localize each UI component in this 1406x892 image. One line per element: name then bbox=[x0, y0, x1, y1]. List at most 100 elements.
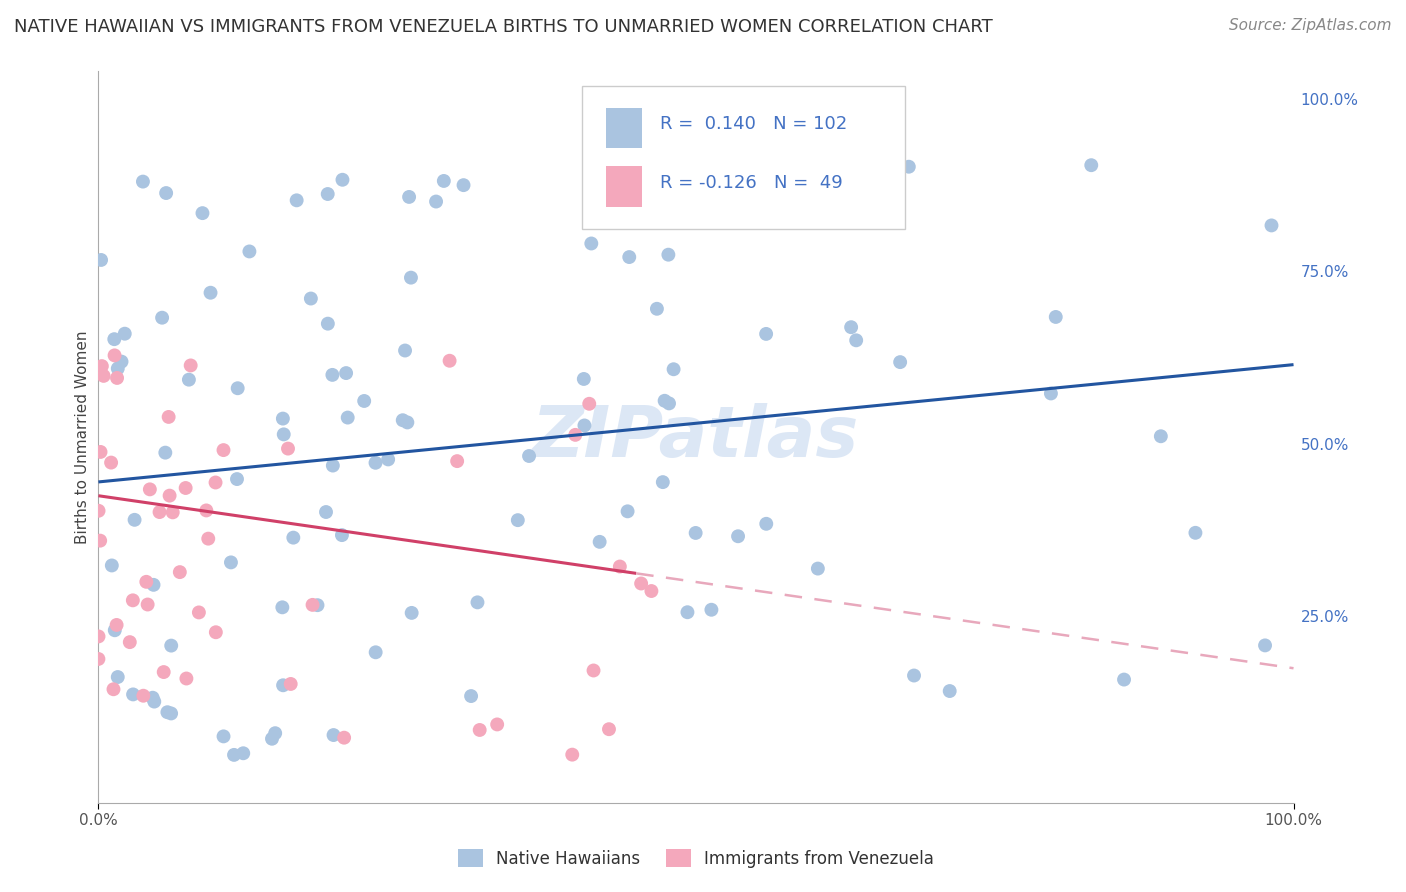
Point bbox=[142, 578, 165, 592]
Point bbox=[658, 396, 681, 410]
Point bbox=[506, 513, 529, 527]
Point bbox=[174, 481, 197, 495]
Point bbox=[177, 373, 200, 387]
Point bbox=[839, 320, 862, 334]
Point bbox=[271, 600, 294, 615]
Point bbox=[105, 618, 128, 632]
Point bbox=[135, 574, 157, 589]
Point bbox=[364, 456, 387, 470]
Point bbox=[212, 730, 235, 744]
Point bbox=[578, 397, 600, 411]
Point bbox=[616, 504, 638, 518]
Point bbox=[103, 682, 125, 697]
Point bbox=[273, 427, 295, 442]
Point bbox=[160, 706, 183, 721]
Point bbox=[685, 525, 707, 540]
Point bbox=[377, 452, 399, 467]
Point bbox=[307, 598, 329, 612]
Point bbox=[322, 458, 344, 473]
Point bbox=[118, 635, 141, 649]
Point bbox=[105, 371, 128, 385]
Point bbox=[468, 723, 491, 737]
Point bbox=[330, 528, 353, 542]
Point bbox=[727, 529, 749, 543]
Point bbox=[107, 670, 129, 684]
Point bbox=[212, 443, 235, 458]
Point bbox=[121, 593, 143, 607]
Point bbox=[139, 483, 162, 497]
Point bbox=[169, 565, 191, 579]
Point bbox=[277, 442, 299, 456]
Point bbox=[651, 475, 673, 489]
Point bbox=[807, 561, 830, 575]
Point bbox=[271, 678, 294, 692]
Point bbox=[283, 531, 305, 545]
Point bbox=[157, 409, 180, 424]
Point bbox=[132, 175, 155, 189]
Legend: Native Hawaiians, Immigrants from Venezuela: Native Hawaiians, Immigrants from Venezu… bbox=[458, 849, 934, 868]
Point bbox=[425, 194, 447, 209]
Point bbox=[100, 456, 122, 470]
Point bbox=[156, 705, 179, 719]
Point bbox=[132, 689, 155, 703]
Text: R =  0.140   N = 102: R = 0.140 N = 102 bbox=[661, 115, 848, 133]
Point bbox=[315, 505, 337, 519]
Point bbox=[159, 489, 181, 503]
Point bbox=[316, 187, 339, 202]
Point bbox=[903, 668, 925, 682]
Point bbox=[160, 639, 183, 653]
Point bbox=[264, 726, 287, 740]
Point bbox=[150, 310, 173, 325]
Point bbox=[1150, 429, 1173, 443]
Point bbox=[609, 559, 631, 574]
Point bbox=[89, 533, 111, 548]
Text: Source: ZipAtlas.com: Source: ZipAtlas.com bbox=[1229, 18, 1392, 33]
FancyBboxPatch shape bbox=[606, 167, 643, 207]
Point bbox=[222, 747, 245, 762]
Point bbox=[637, 210, 659, 224]
FancyBboxPatch shape bbox=[606, 108, 643, 148]
Point bbox=[640, 584, 662, 599]
Point bbox=[90, 359, 112, 373]
Point bbox=[433, 174, 456, 188]
Point bbox=[87, 652, 110, 666]
Point bbox=[396, 416, 419, 430]
Text: R = -0.126   N =  49: R = -0.126 N = 49 bbox=[661, 174, 842, 192]
Point bbox=[630, 576, 652, 591]
Point bbox=[439, 353, 461, 368]
Point bbox=[180, 359, 202, 373]
Point bbox=[301, 598, 323, 612]
Point bbox=[1045, 310, 1067, 324]
Y-axis label: Births to Unmarried Women: Births to Unmarried Women bbox=[75, 330, 90, 544]
Point bbox=[332, 173, 354, 187]
Point bbox=[87, 629, 110, 643]
Point bbox=[197, 532, 219, 546]
Point bbox=[391, 413, 413, 427]
Point bbox=[299, 292, 322, 306]
Point bbox=[582, 664, 605, 678]
Point bbox=[1260, 219, 1282, 233]
Point bbox=[460, 689, 482, 703]
Point bbox=[1254, 639, 1277, 653]
Point bbox=[142, 690, 165, 705]
Point bbox=[200, 285, 222, 300]
Point bbox=[187, 606, 209, 620]
Point bbox=[101, 558, 124, 573]
Point bbox=[107, 361, 129, 376]
Point bbox=[204, 475, 226, 490]
Point bbox=[136, 598, 159, 612]
Point bbox=[285, 194, 308, 208]
FancyBboxPatch shape bbox=[582, 86, 905, 228]
Point bbox=[581, 236, 603, 251]
Point bbox=[353, 394, 375, 409]
Point bbox=[205, 625, 228, 640]
Point bbox=[517, 449, 540, 463]
Point bbox=[333, 731, 356, 745]
Point bbox=[321, 368, 343, 382]
Point bbox=[238, 244, 260, 259]
Point bbox=[93, 368, 115, 383]
Point bbox=[700, 603, 723, 617]
Point bbox=[336, 410, 359, 425]
Point bbox=[271, 411, 294, 425]
Point bbox=[897, 160, 920, 174]
